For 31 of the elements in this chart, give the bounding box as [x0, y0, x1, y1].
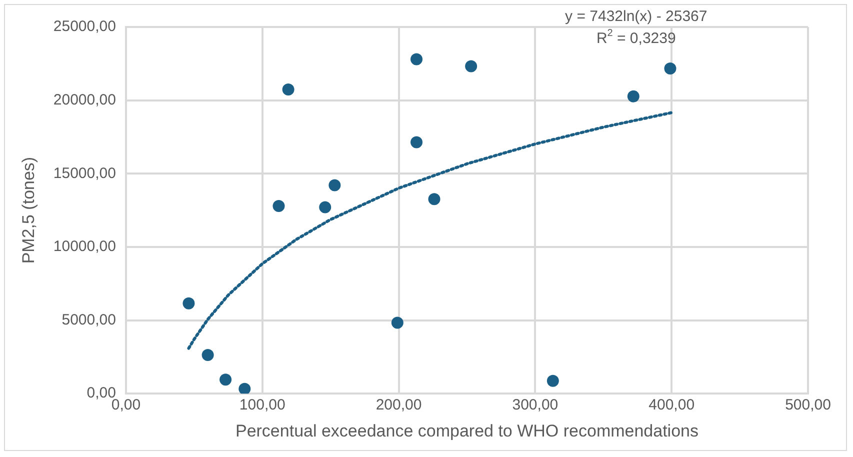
- point: [410, 53, 423, 66]
- x-tick-label: 100,00: [239, 396, 286, 414]
- point: [328, 179, 341, 192]
- point: [182, 297, 195, 310]
- text: y = 7432ln(x) - 25367: [565, 8, 708, 26]
- point: [627, 90, 640, 102]
- y-tick-label: 10000,00: [53, 238, 116, 256]
- x-tick-label: 300,00: [512, 396, 558, 414]
- point: [410, 136, 423, 148]
- point: [238, 382, 251, 394]
- y-tick-label: 15000,00: [53, 164, 116, 182]
- y-axis-title: PM2,5 (tones): [18, 156, 38, 264]
- line-series: [187, 111, 674, 350]
- x-tick-label: 200,00: [376, 396, 422, 414]
- point: [546, 374, 559, 387]
- point: [202, 349, 214, 362]
- x-tick-label: 500,00: [785, 396, 831, 414]
- x-tick-label: 0,00: [111, 396, 141, 414]
- point: [428, 193, 440, 206]
- point: [272, 200, 285, 212]
- y-tick-label: 20000,00: [53, 91, 116, 108]
- x-axis-title: Percentual exceedance compared to WHO recommendations: [235, 421, 698, 440]
- y-tick-label: 25000,00: [53, 18, 116, 36]
- x-tick-label: 400,00: [648, 396, 695, 414]
- point: [319, 201, 332, 214]
- point: [220, 374, 232, 386]
- point: [465, 60, 478, 72]
- point: [664, 62, 676, 74]
- point: [391, 316, 404, 329]
- y-tick-label: 5000,00: [62, 311, 116, 328]
- point: [282, 83, 294, 96]
